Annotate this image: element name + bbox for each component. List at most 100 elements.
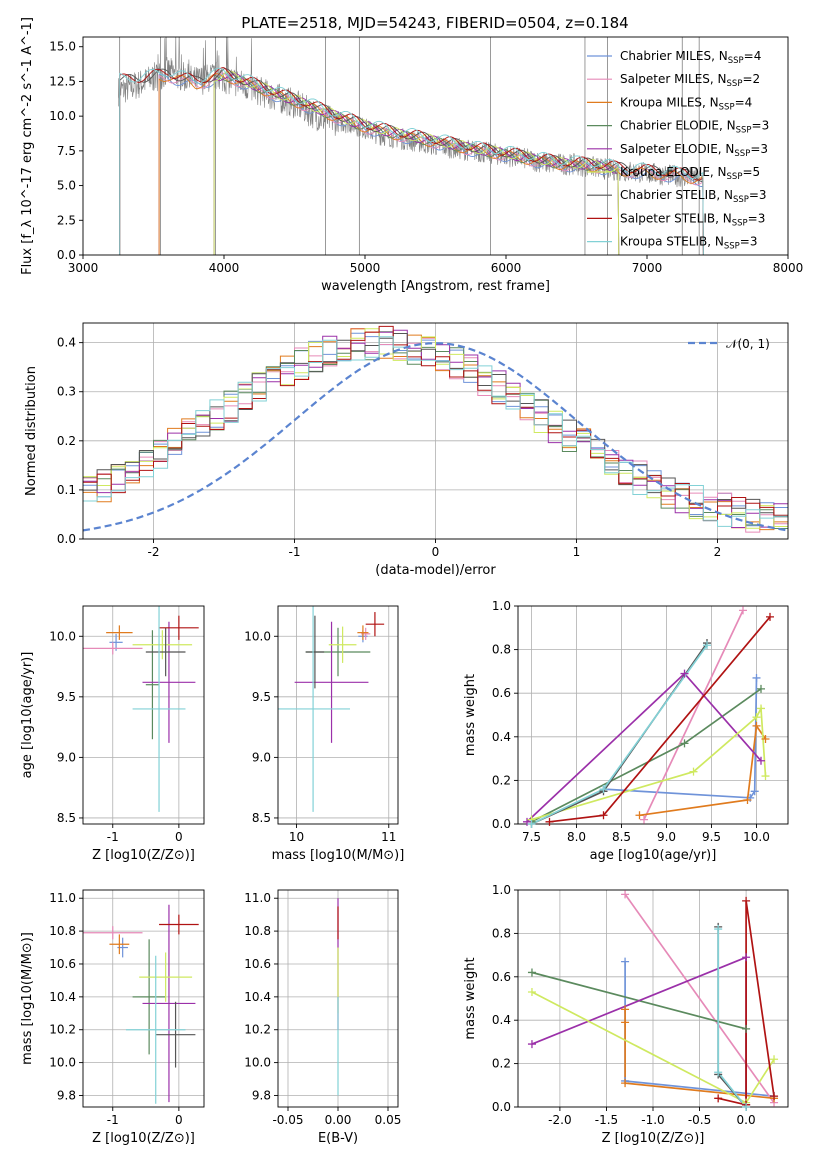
y-tick-label: 10.4	[49, 990, 76, 1004]
weight-line-salpeter-elodie	[526, 672, 762, 823]
weight-point-salpeter-miles	[640, 815, 648, 824]
y-tick-label: 8.5	[57, 811, 76, 825]
legend-subscript: SSP	[724, 242, 740, 252]
weight-point-salpeter-elodie	[680, 669, 689, 678]
spectrum-panel: 3000 4000 5000 6000 7000 8000 0.0 2.5 5.0 7.5 10.0…	[20, 17, 803, 294]
y-tick-label: 0.0	[492, 1100, 511, 1114]
weight-point-salpeter-stelib	[766, 612, 774, 621]
x-tick-label: 9.5	[702, 830, 721, 844]
age-vs-mass-panel: 10 11 8.5 9.0 9.5 10.0 mass [log10(M/M⊙)]	[244, 605, 404, 863]
x-tick-label: 9.0	[657, 830, 676, 844]
legend-subscript: SSP	[728, 56, 744, 66]
x-tick-label: 5000	[350, 261, 381, 275]
y-tick-label: 15.0	[49, 40, 76, 54]
weight-point-kroupa-elodie	[752, 713, 761, 722]
weight-point-chabrier-miles	[621, 957, 630, 966]
weight-point-kroupa-stelib	[703, 641, 711, 650]
x-axis-label: Z [log10(Z/Z⊙)]	[92, 1131, 195, 1146]
x-tick-label: 0	[432, 545, 440, 559]
weight-point-kroupa-stelib	[714, 925, 723, 934]
plot-area	[278, 606, 385, 812]
weight-line-salpeter-miles	[643, 610, 744, 820]
x-tick-label: 8.5	[612, 830, 631, 844]
weight-point-salpeter-elodie	[742, 953, 751, 962]
weight-point-kroupa-elodie	[527, 987, 536, 996]
legend-text: =2	[742, 72, 760, 86]
weight-point-chabrier-elodie	[680, 739, 689, 748]
legend-text: =3	[749, 188, 767, 202]
y-tick-label: 10.2	[49, 1023, 76, 1037]
y-tick-label: 0.2	[492, 773, 511, 787]
model-spectrum-kroupa-elodie	[213, 70, 620, 255]
x-tick-label: 4000	[209, 261, 240, 275]
y-axis-label: Normed distribution	[24, 366, 39, 496]
y-tick-label: 7.5	[57, 144, 76, 158]
y-tick-label: 10.6	[49, 957, 76, 971]
y-tick-label: 0.2	[57, 434, 76, 448]
y-tick-label: 9.8	[252, 1088, 271, 1102]
y-tick-label: 0.1	[57, 483, 76, 497]
x-tick-label: -1.5	[595, 1113, 618, 1127]
legend-subscript: SSP	[727, 172, 743, 182]
y-tick-label: 10.0	[49, 1056, 76, 1070]
legend-text: Salpeter STELIB, N	[620, 211, 732, 225]
weight-point-chabrier-miles	[752, 673, 761, 682]
y-tick-label: 10.6	[244, 957, 271, 971]
legend-text: =5	[742, 165, 760, 179]
plot-area	[83, 904, 199, 1104]
legend-entry: Chabrier STELIB, NSSP=3	[620, 188, 767, 205]
figure-title: PLATE=2518, MJD=54243, FIBERID=0504, z=0…	[241, 14, 628, 32]
weight-point-kroupa-stelib	[742, 1103, 751, 1111]
y-tick-label: 0.6	[492, 686, 511, 700]
legend-subscript: SSP	[733, 195, 749, 205]
plot-area	[83, 606, 199, 812]
weight-point-kroupa-miles	[743, 796, 752, 805]
weight-point-kroupa-elodie	[757, 704, 765, 713]
legend-text: =3	[750, 142, 768, 156]
y-tick-label: 0.0	[57, 532, 76, 546]
model-spectrum-kroupa-miles	[158, 73, 704, 255]
legend-text: =3	[740, 235, 758, 249]
x-tick-label: 1	[573, 545, 581, 559]
legend-entry: 𝒩(0, 1)	[726, 337, 770, 351]
y-tick-label: 1.0	[492, 599, 511, 613]
x-tick-label: 11	[381, 830, 396, 844]
legend-text: =3	[752, 119, 770, 133]
weight-point-kroupa-elodie	[770, 1055, 779, 1064]
legend-text: =4	[744, 49, 762, 63]
y-tick-label: 9.8	[57, 1088, 76, 1102]
y-tick-label: 11.0	[244, 891, 271, 905]
y-axis-label: age [log10(age/yr)]	[20, 652, 35, 779]
weight-point-kroupa-miles	[752, 721, 761, 730]
x-tick-label: -0.05	[272, 1113, 303, 1127]
legend-text: Kroupa STELIB, N	[620, 235, 724, 249]
weight-line-kroupa-miles	[639, 723, 767, 817]
x-tick-label: 0.0	[737, 1113, 756, 1127]
x-tick-label: -1	[107, 830, 119, 844]
legend-text: Chabrier ELODIE, N	[620, 119, 736, 133]
y-tick-label: 1.0	[492, 883, 511, 897]
y-tick-label: 0.4	[492, 1013, 511, 1027]
model-spectrum-chabrier-elodie	[213, 74, 620, 255]
x-tick-label: -1	[289, 545, 301, 559]
x-tick-label: 6000	[491, 261, 522, 275]
legend-text: Chabrier STELIB, N	[620, 188, 733, 202]
weight-line-salpeter-miles	[624, 893, 775, 1104]
y-tick-label: 10.8	[244, 924, 271, 938]
weight-point-kroupa-miles	[761, 734, 770, 743]
axes-frame	[277, 605, 399, 825]
y-tick-label: 0.6	[492, 970, 511, 984]
weight-point-kroupa-elodie	[761, 772, 770, 781]
axes-frame	[517, 605, 789, 825]
legend-text: Salpeter MILES, N	[620, 72, 727, 86]
y-tick-label: 12.5	[49, 74, 76, 88]
x-tick-label: 0	[175, 830, 183, 844]
y-tick-label: 10.0	[49, 629, 76, 643]
plot-area	[83, 325, 788, 533]
weight-point-chabrier-elodie	[527, 968, 536, 977]
weight-point-kroupa-stelib	[527, 820, 536, 828]
x-tick-label: 8000	[773, 261, 804, 275]
legend-entry: Kroupa MILES, NSSP=4	[620, 95, 752, 112]
weight-line-chabrier-stelib	[717, 926, 747, 1107]
axes-frame	[82, 605, 205, 825]
